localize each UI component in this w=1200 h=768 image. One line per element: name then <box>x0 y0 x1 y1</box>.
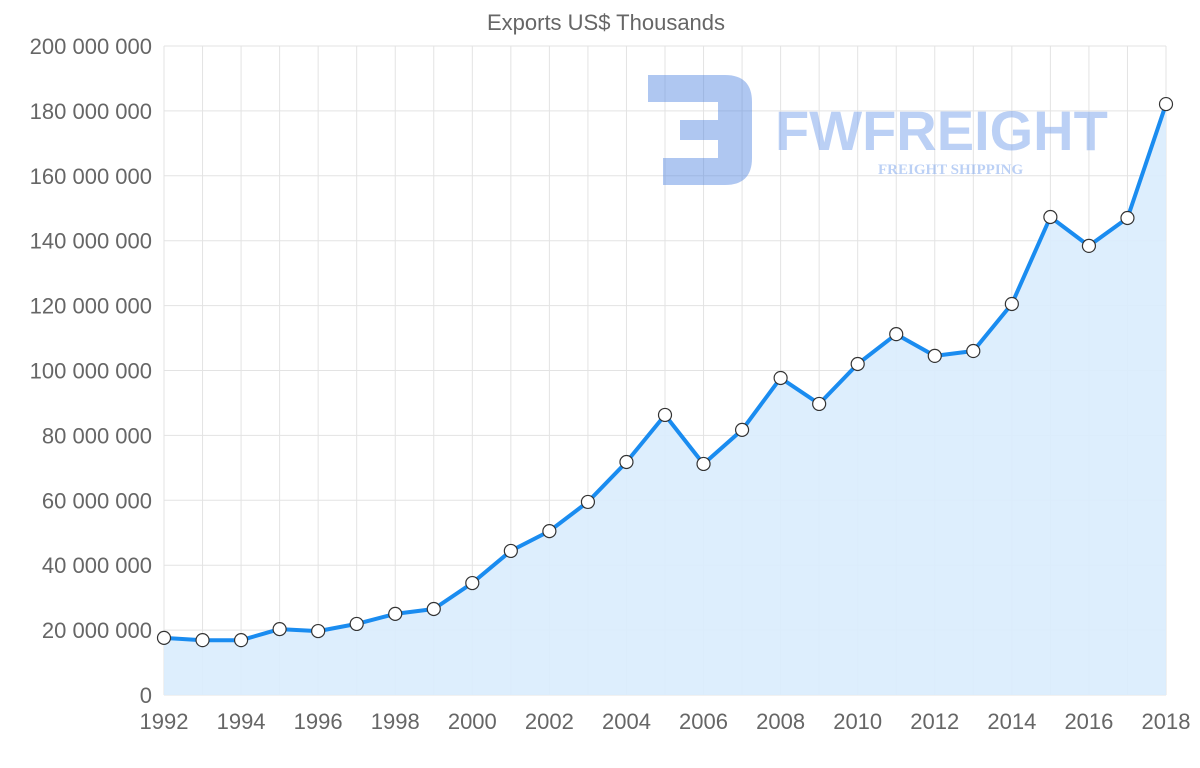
area-fill <box>164 104 1166 696</box>
data-point <box>1004 296 1019 312</box>
data-point <box>195 633 210 648</box>
data-point <box>311 623 326 639</box>
data-point <box>734 422 750 437</box>
y-tick-label: 120 000 000 <box>30 294 152 319</box>
x-tick-label: 1994 <box>217 709 266 734</box>
data-point <box>773 370 788 386</box>
data-point <box>272 622 287 637</box>
chart-title: Exports US$ Thousands <box>487 10 725 35</box>
y-axis-ticks: 0 20 000 000 40 000 000 60 000 000 80 000 00… <box>30 34 152 708</box>
x-tick-label: 2000 <box>448 709 497 734</box>
data-point <box>1120 210 1135 226</box>
y-tick-label: 160 000 000 <box>30 164 152 189</box>
y-tick-label: 200 000 000 <box>30 34 152 59</box>
x-tick-label: 2014 <box>987 709 1036 734</box>
data-point <box>349 616 364 632</box>
x-tick-label: 2018 <box>1142 709 1191 734</box>
data-point <box>1043 209 1058 225</box>
x-tick-label: 2008 <box>756 709 805 734</box>
data-point <box>156 630 172 645</box>
y-tick-label: 140 000 000 <box>30 229 152 254</box>
y-tick-label: 80 000 000 <box>42 423 152 448</box>
y-tick-label: 60 000 000 <box>42 488 152 513</box>
x-tick-label: 2012 <box>910 709 959 734</box>
data-point <box>812 396 827 412</box>
x-tick-label: 1998 <box>371 709 420 734</box>
fwfreight-watermark-logo: FWFREIGHT FREIGHT SHIPPING <box>648 75 1108 185</box>
y-tick-label: 100 000 000 <box>30 359 152 384</box>
x-tick-label: 2004 <box>602 709 651 734</box>
data-points <box>156 96 1174 648</box>
data-point <box>426 601 441 617</box>
data-point <box>580 494 596 510</box>
x-tick-label: 1992 <box>140 709 189 734</box>
data-point <box>927 348 942 363</box>
x-tick-label: 1996 <box>294 709 343 734</box>
data-point <box>657 407 673 423</box>
y-tick-label: 0 <box>140 683 152 708</box>
data-point <box>850 356 865 372</box>
x-tick-label: 2002 <box>525 709 574 734</box>
data-point <box>889 327 904 342</box>
data-point <box>465 575 480 591</box>
data-point <box>966 343 981 359</box>
data-point <box>1081 238 1097 253</box>
data-point <box>619 454 634 470</box>
data-point <box>388 606 403 621</box>
x-tick-label: 2016 <box>1064 709 1113 734</box>
y-tick-label: 180 000 000 <box>30 99 152 124</box>
x-tick-label: 2010 <box>833 709 882 734</box>
data-point <box>542 524 557 539</box>
watermark-brand: FWFREIGHT <box>775 99 1108 162</box>
watermark-tagline: FREIGHT SHIPPING <box>878 162 1023 178</box>
y-tick-label: 40 000 000 <box>42 553 152 578</box>
data-point <box>696 456 711 472</box>
data-point <box>1158 96 1174 112</box>
data-point <box>233 633 249 648</box>
data-point <box>503 543 518 559</box>
x-axis-ticks: 1992 1994 1996 1998 2000 2002 2004 2006 2008 2010… <box>140 709 1191 734</box>
x-tick-label: 2006 <box>679 709 728 734</box>
logo-mark-icon <box>648 75 752 185</box>
y-tick-label: 20 000 000 <box>42 618 152 643</box>
